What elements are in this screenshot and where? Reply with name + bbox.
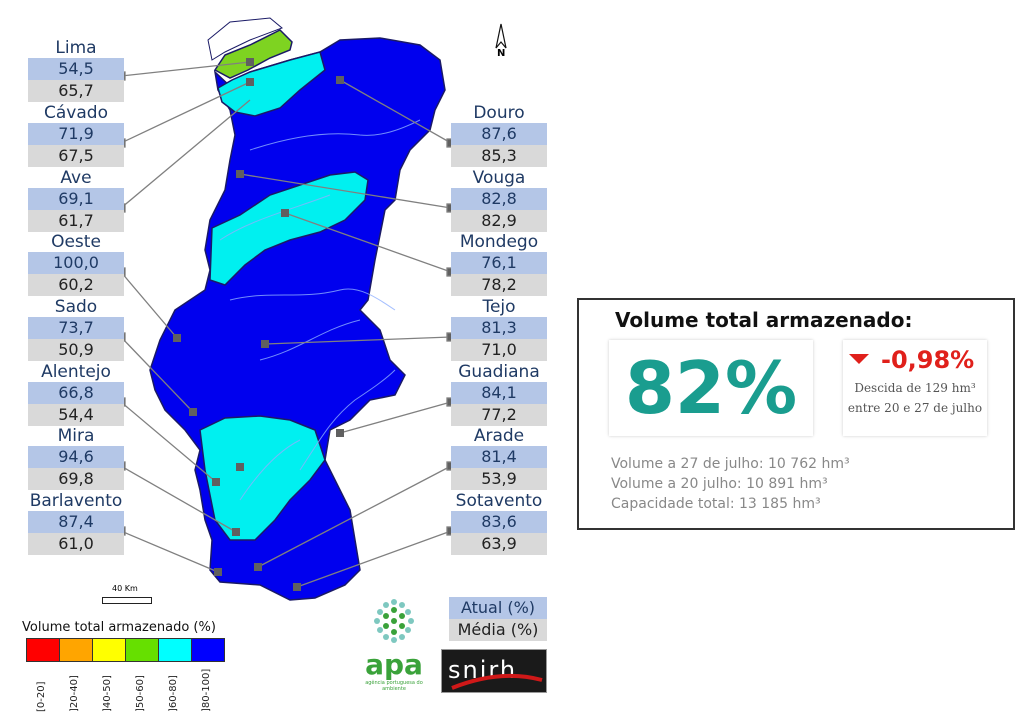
weekly-change-value: -0,98%: [881, 346, 975, 374]
basin-actual-cavado: 71,9: [28, 123, 124, 145]
basin-actual-arade: 81,4: [451, 446, 547, 468]
basin-name-mondego: Mondego: [459, 232, 539, 252]
basin-media-guadiana: 77,2: [451, 404, 547, 426]
volume-current: Volume a 27 de julho: 10 762 hm³: [611, 456, 850, 472]
basin-name-sotavento: Sotavento: [455, 491, 543, 511]
basin-name-lima: Lima: [55, 38, 97, 58]
basin-actual-tejo: 81,3: [451, 317, 547, 339]
basin-actual-guadiana: 84,1: [451, 382, 547, 404]
basin-media-sado: 50,9: [28, 339, 124, 361]
apa-logo-text: apa: [365, 648, 423, 681]
basin-region-lima: [213, 29, 293, 79]
legend-swatch-40-50: [92, 638, 126, 662]
legend-swatch-20-40: [59, 638, 93, 662]
basin-region-cavado: [217, 51, 326, 117]
basin-actual-ave: 69,1: [28, 188, 124, 210]
basin-media-lima: 65,7: [28, 80, 124, 102]
basin-name-mira: Mira: [57, 426, 95, 446]
total-percent-value: 82%: [624, 346, 798, 430]
north-arrow-icon: [495, 23, 507, 49]
basin-actual-oeste: 100,0: [28, 252, 124, 274]
basin-name-oeste: Oeste: [51, 232, 101, 252]
basin-region-mondego: [209, 171, 369, 286]
legend-label-80-100: ]80-100]: [201, 668, 212, 712]
legend-title: Volume total armazenado (%): [22, 620, 216, 635]
basin-media-ave: 61,7: [28, 210, 124, 232]
volume-previous: Volume a 20 julho: 10 891 hm³: [611, 476, 828, 492]
legend-label-40-50: ]40-50]: [102, 675, 113, 712]
legend-swatch-60-80: [158, 638, 192, 662]
change-desc-line-1: Descida de 129 hm³: [854, 381, 976, 395]
basin-name-guadiana: Guadiana: [458, 362, 540, 382]
basin-actual-mondego: 76,1: [451, 252, 547, 274]
apa-logo-subtitle: agência portuguesa do ambiente: [365, 680, 423, 692]
basin-actual-barlavento: 87,4: [28, 511, 124, 533]
north-label: N: [497, 48, 506, 59]
basin-region-minho: [207, 17, 283, 61]
basin-name-alentejo: Alentejo: [41, 362, 111, 382]
basin-actual-mira: 94,6: [28, 446, 124, 468]
basin-name-sado: Sado: [54, 297, 98, 317]
basin-actual-sado: 73,7: [28, 317, 124, 339]
total-percent-card: 82%: [609, 340, 813, 436]
legend-swatch-50-60: [125, 638, 159, 662]
basin-name-ave: Ave: [60, 168, 92, 188]
scale-label: 40 Km: [112, 584, 138, 593]
key-media: Média (%): [449, 619, 547, 641]
key-actual: Atual (%): [449, 597, 547, 619]
basin-name-barlavento: Barlavento: [29, 491, 123, 511]
legend-label-20-40: ]20-40]: [69, 675, 80, 712]
snirh-swoosh-icon: [451, 673, 543, 690]
basin-region-blue: [149, 37, 446, 601]
basin-name-vouga: Vouga: [472, 168, 526, 188]
basin-media-mira: 69,8: [28, 468, 124, 490]
basin-media-vouga: 82,9: [451, 210, 547, 232]
legend-label-0-20: [0-20]: [36, 681, 47, 713]
basin-actual-sotavento: 83,6: [451, 511, 547, 533]
basin-actual-douro: 87,6: [451, 123, 547, 145]
legend-label-60-80: ]60-80]: [168, 675, 179, 712]
basin-media-oeste: 60,2: [28, 274, 124, 296]
basin-name-tejo: Tejo: [482, 297, 516, 317]
legend-swatch-0-20: [26, 638, 60, 662]
basin-region-mira: [199, 415, 326, 541]
legend-swatch-80-100: [191, 638, 225, 662]
legend-label-50-60: ]50-60]: [135, 675, 146, 712]
weekly-change-description: Descida de 129 hm³ entre 20 e 27 de julh…: [843, 378, 987, 418]
basin-name-cavado: Cávado: [44, 103, 108, 123]
basin-media-barlavento: 61,0: [28, 533, 124, 555]
summary-title: Volume total armazenado:: [615, 308, 913, 332]
basin-actual-alentejo: 66,8: [28, 382, 124, 404]
snirh-logo: snirh: [441, 649, 547, 693]
weekly-change-card: -0,98% Descida de 129 hm³ entre 20 e 27 …: [843, 340, 987, 436]
change-desc-line-2: entre 20 e 27 de julho: [847, 401, 983, 415]
basin-media-douro: 85,3: [451, 145, 547, 167]
basin-media-mondego: 78,2: [451, 274, 547, 296]
summary-panel: Volume total armazenado: 82% -0,98% Desc…: [577, 298, 1015, 530]
triangle-down-icon: [849, 354, 869, 364]
apa-logo: apa agência portuguesa do ambiente: [364, 596, 424, 696]
basin-media-arade: 53,9: [451, 468, 547, 490]
capacity-total: Capacidade total: 13 185 hm³: [611, 496, 821, 512]
basin-media-sotavento: 63,9: [451, 533, 547, 555]
basin-media-alentejo: 54,4: [28, 404, 124, 426]
basin-actual-lima: 54,5: [28, 58, 124, 80]
basin-media-tejo: 71,0: [451, 339, 547, 361]
apa-flower-icon: [374, 599, 414, 643]
scale-bar: [102, 597, 152, 604]
basin-name-arade: Arade: [473, 426, 525, 446]
basin-name-douro: Douro: [473, 103, 525, 123]
basin-actual-vouga: 82,8: [451, 188, 547, 210]
basin-media-cavado: 67,5: [28, 145, 124, 167]
